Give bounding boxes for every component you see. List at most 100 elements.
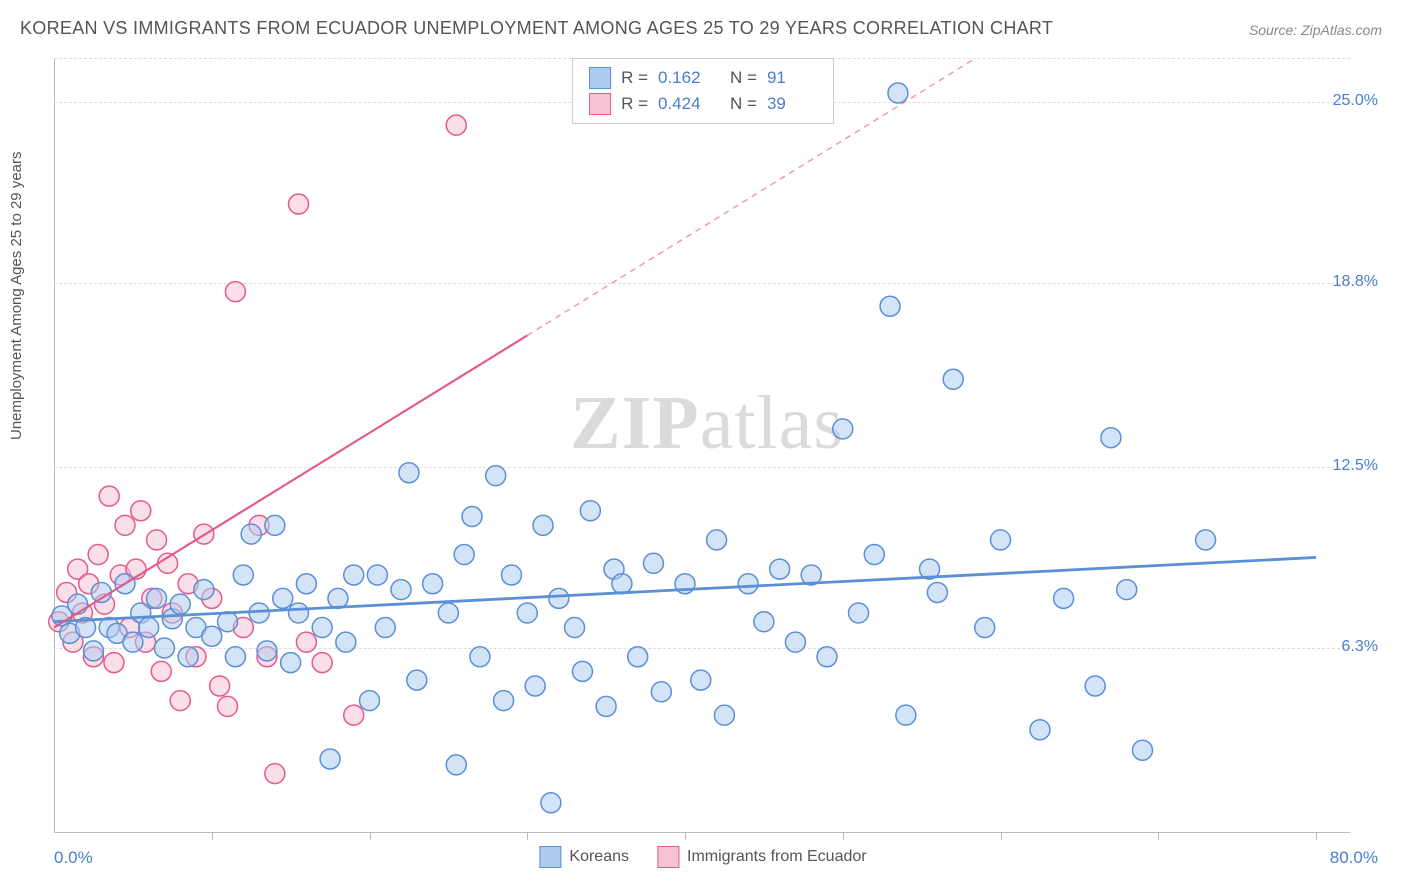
data-point — [312, 653, 332, 673]
data-point — [344, 705, 364, 725]
data-point — [265, 515, 285, 535]
series-swatch — [589, 93, 611, 115]
data-point — [643, 553, 663, 573]
x-tick — [1001, 832, 1002, 840]
series-legend: KoreansImmigrants from Ecuador — [539, 846, 866, 868]
data-point — [770, 559, 790, 579]
scatter-plot — [54, 58, 1316, 832]
x-tick — [843, 832, 844, 840]
data-point — [1132, 740, 1152, 760]
chart-title: KOREAN VS IMMIGRANTS FROM ECUADOR UNEMPL… — [20, 18, 1053, 39]
stat-n-value: 39 — [767, 94, 817, 114]
data-point — [265, 764, 285, 784]
data-point — [88, 545, 108, 565]
data-point — [864, 545, 884, 565]
source-attribution: Source: ZipAtlas.com — [1249, 22, 1382, 38]
data-point — [454, 545, 474, 565]
data-point — [612, 574, 632, 594]
data-point — [68, 594, 88, 614]
x-tick — [1158, 832, 1159, 840]
data-point — [691, 670, 711, 690]
y-tick-label: 18.8% — [1333, 273, 1378, 291]
data-point — [123, 632, 143, 652]
data-point — [336, 632, 356, 652]
x-axis-min-label: 0.0% — [54, 848, 93, 868]
data-point — [580, 501, 600, 521]
data-point — [296, 574, 316, 594]
data-point — [131, 501, 151, 521]
stat-n-label: N = — [730, 94, 757, 114]
data-point — [225, 647, 245, 667]
stat-n-value: 91 — [767, 68, 817, 88]
x-tick — [527, 832, 528, 840]
data-point — [1030, 720, 1050, 740]
x-axis — [54, 832, 1350, 833]
data-point — [494, 691, 514, 711]
x-tick — [212, 832, 213, 840]
data-point — [367, 565, 387, 585]
data-point — [391, 580, 411, 600]
data-point — [833, 419, 853, 439]
correlation-stats-box: R =0.162N =91R =0.424N =39 — [572, 58, 834, 124]
data-point — [320, 749, 340, 769]
data-point — [139, 618, 159, 638]
data-point — [312, 618, 332, 638]
data-point — [289, 194, 309, 214]
data-point — [257, 641, 277, 661]
y-axis-label: Unemployment Among Ages 25 to 29 years — [8, 151, 25, 440]
data-point — [817, 647, 837, 667]
data-point — [407, 670, 427, 690]
trend-line — [54, 335, 527, 627]
data-point — [170, 691, 190, 711]
data-point — [273, 588, 293, 608]
data-point — [927, 582, 947, 602]
data-point — [1101, 428, 1121, 448]
data-point — [446, 115, 466, 135]
data-point — [210, 676, 230, 696]
data-point — [991, 530, 1011, 550]
data-point — [154, 638, 174, 658]
data-point — [738, 574, 758, 594]
data-point — [470, 647, 490, 667]
data-point — [104, 653, 124, 673]
data-point — [446, 755, 466, 775]
data-point — [565, 618, 585, 638]
data-point — [296, 632, 316, 652]
data-point — [328, 588, 348, 608]
y-tick-label: 25.0% — [1333, 92, 1378, 110]
data-point — [714, 705, 734, 725]
data-point — [375, 618, 395, 638]
data-point — [1085, 676, 1105, 696]
data-point — [218, 696, 238, 716]
data-point — [281, 653, 301, 673]
data-point — [975, 618, 995, 638]
legend-swatch — [657, 846, 679, 868]
legend-label: Koreans — [569, 848, 629, 866]
data-point — [541, 793, 561, 813]
stats-row: R =0.424N =39 — [589, 91, 817, 117]
data-point — [533, 515, 553, 535]
data-point — [151, 661, 171, 681]
data-point — [170, 594, 190, 614]
data-point — [399, 463, 419, 483]
data-point — [147, 588, 167, 608]
data-point — [501, 565, 521, 585]
x-tick — [370, 832, 371, 840]
x-axis-max-label: 80.0% — [1330, 848, 1378, 868]
stat-r-value: 0.162 — [658, 68, 708, 88]
data-point — [486, 466, 506, 486]
data-point — [178, 647, 198, 667]
y-tick-label: 6.3% — [1342, 638, 1378, 656]
data-point — [525, 676, 545, 696]
data-point — [462, 507, 482, 527]
data-point — [360, 691, 380, 711]
data-point — [596, 696, 616, 716]
stat-r-label: R = — [621, 94, 648, 114]
data-point — [233, 565, 253, 585]
data-point — [888, 83, 908, 103]
data-point — [225, 282, 245, 302]
data-point — [754, 612, 774, 632]
stat-r-label: R = — [621, 68, 648, 88]
data-point — [241, 524, 261, 544]
series-swatch — [589, 67, 611, 89]
